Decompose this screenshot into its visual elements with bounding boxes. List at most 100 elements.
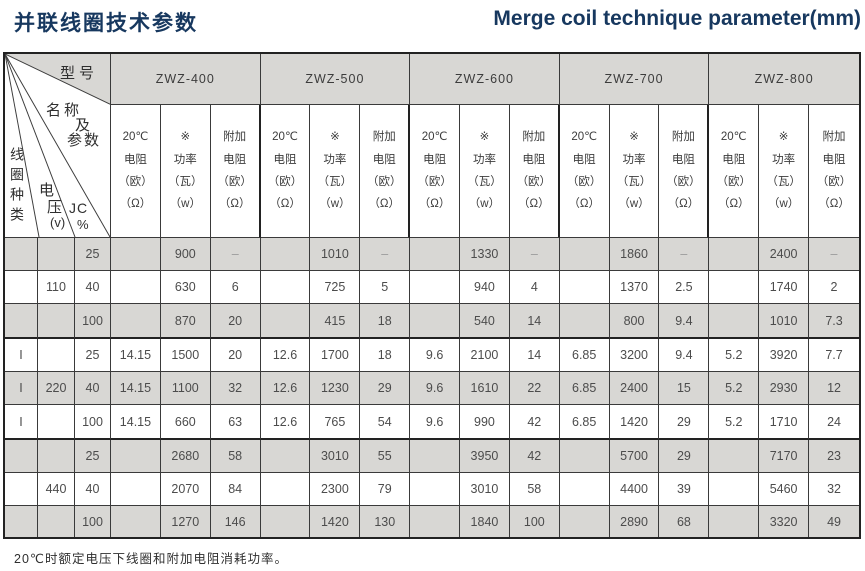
cell-resistance-20c <box>111 270 161 304</box>
cell-power: 2070 <box>160 473 211 507</box>
cell-extra-resistance: 9.4 <box>659 339 710 373</box>
cell-power: 2680 <box>160 440 211 474</box>
cell-coil-type <box>5 303 38 340</box>
cell-power: 1330 <box>460 238 510 271</box>
cell-resistance-20c: 5.2 <box>709 372 760 406</box>
cell-resistance-20c <box>410 440 461 474</box>
dash-placeholder: – <box>231 246 239 261</box>
cell-power: 2930 <box>759 372 810 406</box>
cell-power: 990 <box>460 405 510 441</box>
cell-resistance-20c <box>709 303 760 340</box>
corner-label-model: 型号 <box>60 65 99 82</box>
cell-coil-type: I <box>5 372 38 406</box>
cell-power: 1100 <box>160 372 211 406</box>
cell-resistance-20c <box>111 303 161 340</box>
cell-power: 3920 <box>759 339 810 373</box>
cell-extra-resistance: 15 <box>659 372 710 406</box>
cell-extra-resistance: 23 <box>809 440 859 474</box>
corner-diagonal-lines <box>5 54 111 237</box>
cell-power: 2400 <box>759 238 810 271</box>
cell-jc-percent: 40 <box>75 372 112 406</box>
cell-resistance-20c <box>260 270 311 304</box>
cell-extra-resistance: 7.3 <box>809 303 859 340</box>
cell-power: 800 <box>609 303 660 340</box>
cell-power: 725 <box>310 270 361 304</box>
cell-resistance-20c <box>709 473 760 507</box>
cell-resistance-20c <box>410 303 461 340</box>
model-header-row: 型号 名称 及 参数 线圈种类 电 压 (v) JC % ZWZ-400 ZWZ-… <box>5 54 859 238</box>
table-row: 100 1270 146 1420 130 1840 100 2890 68 3320 49 <box>5 506 859 537</box>
table-row: I 220 40 14.15 1100 32 12.6 1230 29 9.6 1610 22 6.85… <box>5 372 859 406</box>
cell-power: 415 <box>310 303 361 340</box>
cell-coil-type <box>5 440 38 474</box>
cell-voltage <box>38 238 75 271</box>
table-row: 100 870 20 415 18 540 14 800 9.4 1010 7.3 <box>5 303 859 340</box>
cell-resistance-20c <box>111 473 161 507</box>
cell-voltage <box>38 440 75 474</box>
cell-power: 1700 <box>310 339 361 373</box>
cell-power: 1010 <box>310 238 361 271</box>
cell-resistance-20c <box>260 473 311 507</box>
cell-power: 540 <box>460 303 510 340</box>
cell-voltage <box>38 303 75 340</box>
cell-extra-resistance: 49 <box>809 506 859 537</box>
cell-extra-resistance: 29 <box>360 372 411 406</box>
subheader-power: ※ 功率 （瓦） （w） <box>460 105 510 238</box>
cell-voltage <box>38 339 75 373</box>
cell-jc-percent: 40 <box>75 473 112 507</box>
corner-label-name: 名称 <box>46 102 83 119</box>
cell-extra-resistance: 79 <box>360 473 411 507</box>
cell-extra-resistance: 32 <box>210 372 261 406</box>
cell-coil-type: I <box>5 405 38 441</box>
cell-jc-percent: 100 <box>75 506 112 537</box>
cell-power: 1860 <box>609 238 660 271</box>
footnote: 20℃时额定电压下线圈和附加电阻消耗功率。 <box>14 552 288 566</box>
cell-resistance-20c <box>709 238 760 271</box>
cell-power: 1840 <box>460 506 510 537</box>
cell-jc-percent: 40 <box>75 270 112 304</box>
cell-resistance-20c: 6.85 <box>559 339 610 373</box>
cell-resistance-20c: 12.6 <box>260 372 311 406</box>
cell-extra-resistance: 84 <box>210 473 261 507</box>
cell-extra-resistance: 39 <box>659 473 710 507</box>
cell-extra-resistance: 100 <box>509 506 560 537</box>
cell-extra-resistance: 5 <box>360 270 411 304</box>
dash-placeholder: – <box>830 246 838 261</box>
cell-voltage <box>38 506 75 537</box>
cell-power: 2400 <box>609 372 660 406</box>
cell-extra-resistance: 55 <box>360 440 411 474</box>
cell-power: 2300 <box>310 473 361 507</box>
cell-power: 2100 <box>460 339 510 373</box>
cell-resistance-20c <box>559 473 610 507</box>
cell-extra-resistance: – <box>509 238 560 271</box>
cell-power: 4400 <box>609 473 660 507</box>
subheader-extra-resistance: 附加 电阻 （欧） （Ω） <box>509 105 560 238</box>
cell-jc-percent: 25 <box>75 339 112 373</box>
cell-coil-type: I <box>5 339 38 373</box>
cell-extra-resistance: 18 <box>360 339 411 373</box>
cell-voltage: 110 <box>38 270 75 304</box>
cell-coil-type <box>5 238 38 271</box>
dash-placeholder: – <box>530 246 538 261</box>
corner-cell: 型号 名称 及 参数 线圈种类 电 压 (v) JC % <box>5 54 112 238</box>
subheader-extra-resistance: 附加 电阻 （欧） （Ω） <box>659 105 710 238</box>
subheader-resistance: 20℃ 电阻 （欧） （Ω） <box>559 105 610 238</box>
cell-resistance-20c <box>260 303 311 340</box>
subheader-resistance: 20℃ 电阻 （欧） （Ω） <box>709 105 760 238</box>
cell-extra-resistance: 9.4 <box>659 303 710 340</box>
model-header: ZWZ-600 <box>410 54 560 105</box>
cell-extra-resistance: 4 <box>509 270 560 304</box>
cell-voltage: 440 <box>38 473 75 507</box>
cell-extra-resistance: 42 <box>509 440 560 474</box>
cell-jc-percent: 100 <box>75 405 112 441</box>
cell-resistance-20c: 14.15 <box>111 372 161 406</box>
cell-resistance-20c <box>260 440 311 474</box>
cell-power: 3200 <box>609 339 660 373</box>
corner-label-voltage-unit: (v) <box>50 215 66 230</box>
cell-power: 3010 <box>460 473 510 507</box>
subheader-resistance: 20℃ 电阻 （欧） （Ω） <box>260 105 311 238</box>
cell-extra-resistance: 130 <box>360 506 411 537</box>
subheader-row: 20℃ 电阻 （欧） （Ω） ※ 功率 （瓦） （w） 附加 电阻 （欧） （Ω） 2… <box>5 105 859 238</box>
table-row: I 25 14.15 1500 20 12.6 1700 18 9.6 2100 14 6.85 320… <box>5 339 859 373</box>
